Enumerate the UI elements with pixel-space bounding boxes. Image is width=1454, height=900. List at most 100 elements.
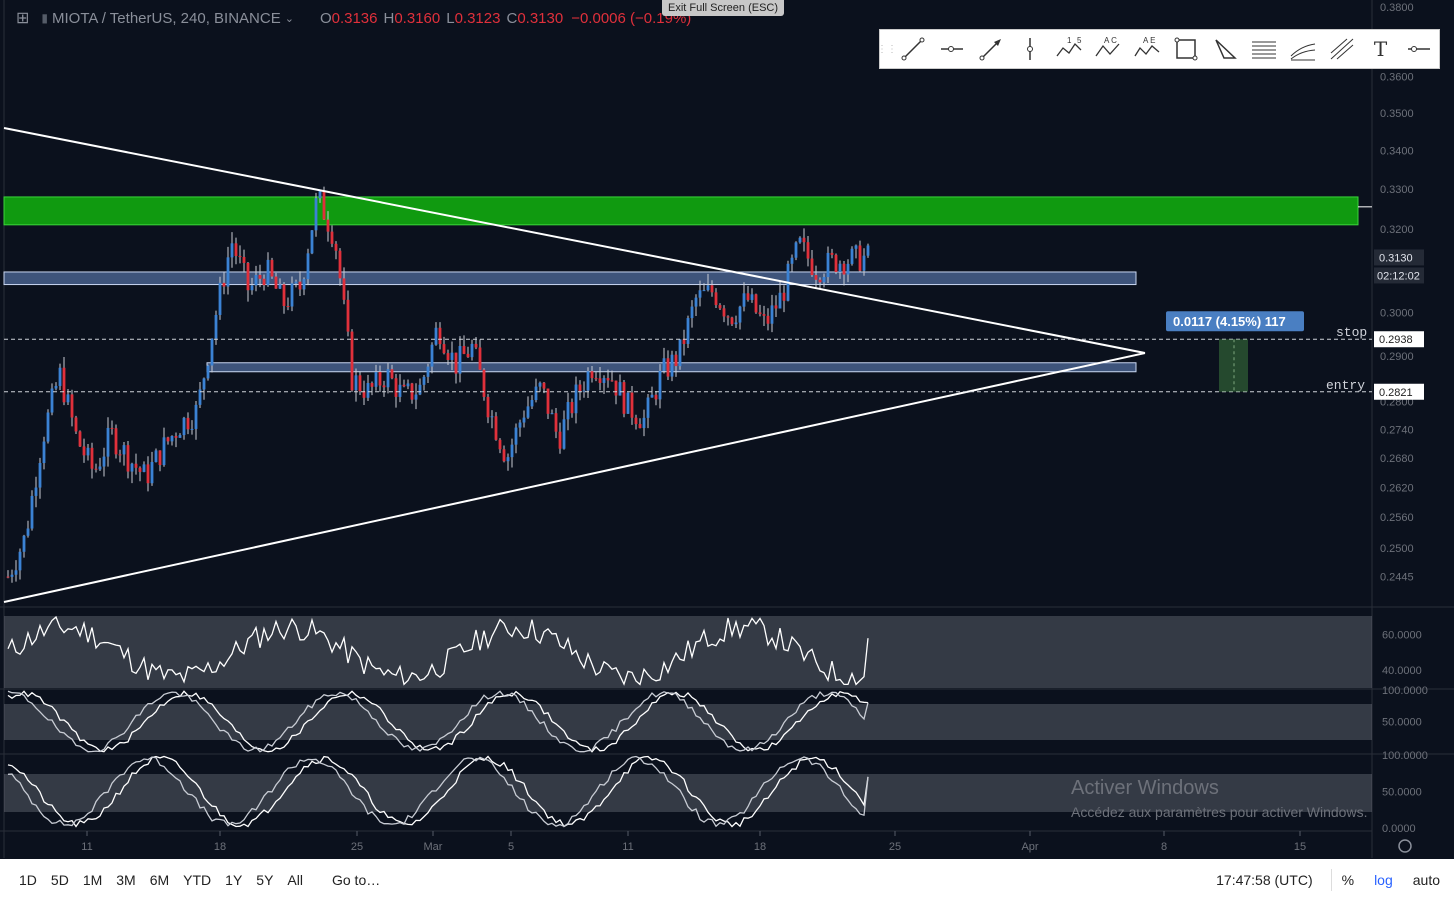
candle-body [14,570,18,575]
range-5y[interactable]: 5Y [256,871,274,888]
triangle-icon[interactable] [1205,30,1244,68]
indicator-line [7,755,869,828]
abcd-pattern-icon[interactable]: A C [1089,30,1128,68]
rectangle-icon[interactable] [1166,30,1205,68]
range-6m[interactable]: 6M [149,871,170,888]
stop-price-tag: 0.2938 [1379,334,1413,346]
candle-body [386,369,390,388]
candle-body [58,367,62,386]
candle-body [762,314,766,316]
candle-body [430,344,434,367]
abcde-pattern-icon[interactable]: A E [1128,30,1167,68]
watermark-subtitle: Accédez aux paramètres pour activer Wind… [1071,804,1368,820]
arrow-icon[interactable] [972,30,1011,68]
candle-body [134,463,138,468]
range-1d[interactable]: 1D [19,871,37,888]
candle-body [70,394,74,418]
time-tick-label: 11 [81,841,92,853]
add-compare-icon[interactable]: ⊞ [16,10,30,27]
horizontal-line-icon[interactable] [1400,30,1439,68]
price-tick-label: 0.2740 [1380,424,1414,436]
price-tick-label: 0.2500 [1380,543,1414,555]
range-all[interactable]: All [287,871,303,888]
candle-body [674,354,678,367]
indicator-band [4,704,1372,740]
indicator-line [7,690,869,753]
candle-body [262,278,266,286]
candle-body [78,431,82,447]
candle-body [690,306,694,319]
candle-body [642,417,646,429]
candle-body [858,245,862,271]
candle-body [330,231,334,244]
vertical-line-icon[interactable] [1011,30,1050,68]
candle-body [42,441,46,464]
collapse-icon[interactable]: ▮ [41,11,49,25]
last-price-tag: 0.3130 [1379,252,1413,264]
time-tick-label: 5 [508,841,514,853]
indicator-line [7,615,869,686]
range-1y[interactable]: 1Y [225,871,243,888]
symbol-dropdown-icon[interactable]: ⌄ [284,12,294,25]
text-icon[interactable]: T [1361,30,1400,68]
indicator-tick-label: 100.0000 [1382,685,1428,697]
fib-channel-icon[interactable] [1283,30,1322,68]
close-value: 0.3130 [517,9,564,27]
candle-body [342,278,346,300]
watermark-title: Activer Windows [1071,777,1219,799]
candle-body [22,535,26,552]
candle-body [454,352,458,374]
candle-body [794,242,798,258]
range-1m[interactable]: 1M [82,871,103,888]
log-toggle[interactable]: log [1374,871,1393,888]
candle-body [290,283,294,307]
candle-body [550,413,554,415]
time-tick-label: 25 [889,841,901,853]
candle-body [614,380,618,396]
candle-body [742,293,746,307]
toolbar-grip-icon[interactable]: ⋮⋮ [877,43,897,55]
candle-body [486,396,490,418]
candle-body [510,444,514,458]
candle-body [842,263,846,275]
indicator-tick-label: 100.0000 [1382,750,1428,762]
candle-body [402,384,406,387]
candle-body [270,259,274,277]
candle-body [98,466,102,470]
range-5d[interactable]: 5D [50,871,69,888]
symbol-title[interactable]: MIOTA / TetherUS, 240, BINANCE [52,9,281,27]
indicator-band [4,616,1372,688]
open-label: O [319,9,332,27]
exit-fullscreen-button[interactable]: Exit Full Screen (ESC) [662,0,784,16]
range-3m[interactable]: 3M [116,871,136,888]
measure-label: 0.0117 (4.15%) 117 [1173,314,1286,329]
trend-line-icon[interactable] [894,30,933,68]
candle-body [66,394,70,403]
candle-body [110,427,114,429]
price-chart[interactable]: 0.3800 0.3600 0.3500 0.3400 0.3300 0.3200 0.30… [0,0,1454,860]
measure-label-bg [1166,311,1304,332]
separator [1330,868,1332,891]
settings-gear-icon[interactable] [1398,839,1412,853]
percent-toggle[interactable]: % [1341,871,1355,888]
candle-body [442,344,446,354]
time-tick-label: 8 [1161,841,1167,853]
price-tick-label: 0.3000 [1380,307,1414,319]
auto-toggle[interactable]: auto [1412,871,1440,888]
pitchfork-icon[interactable] [1322,30,1361,68]
candle-body [554,413,558,432]
candle-body [438,327,442,345]
goto-button[interactable]: Go to… [331,871,381,888]
candle-body [790,257,794,264]
candle-body [698,290,702,298]
parallel-channel-icon[interactable] [1244,30,1283,68]
candle-body [122,445,126,455]
horizontal-ray-icon[interactable] [933,30,972,68]
entry-price-tag-bg [1374,383,1424,400]
candle-body [90,447,94,469]
candle-body [102,456,106,467]
range-ytd[interactable]: YTD [183,871,212,888]
candle-body [38,463,42,488]
stop-label: stop [1336,325,1367,340]
